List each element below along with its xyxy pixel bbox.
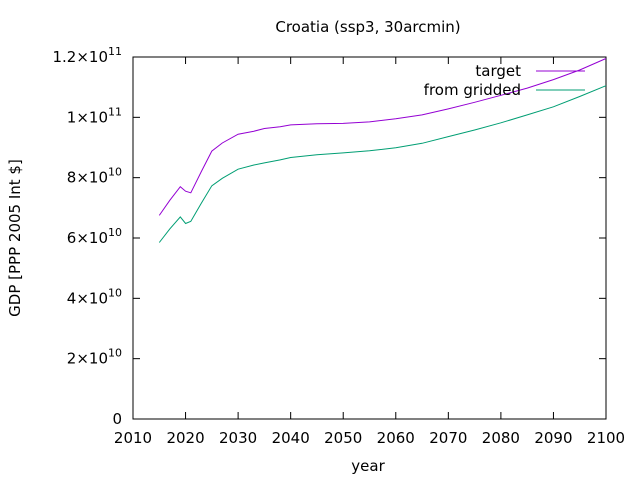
legend-label: from gridded (424, 81, 521, 99)
x-tick-label: 2070 (429, 429, 467, 447)
y-tick-exponent: 10 (108, 166, 122, 179)
x-tick-label: 2030 (219, 429, 257, 447)
y-tick-label: 1.2×1011 (52, 45, 122, 66)
chart-title: Croatia (ssp3, 30arcmin) (275, 18, 460, 36)
y-tick-exponent: 10 (108, 226, 122, 239)
y-tick-exponent: 11 (108, 105, 122, 118)
y-tick-label: 6×1010 (67, 226, 122, 247)
y-tick-label: 2×1010 (67, 347, 122, 368)
y-tick-mantissa: 6×10 (67, 229, 108, 247)
x-tick-label: 2060 (377, 429, 415, 447)
legend-label: target (475, 62, 521, 80)
y-tick-mantissa: 1×10 (67, 108, 108, 126)
y-tick-exponent: 11 (108, 45, 122, 58)
x-tick-label: 2050 (324, 429, 362, 447)
y-tick-mantissa: 0 (112, 410, 122, 428)
plot-frame (132, 56, 607, 420)
x-tick-label: 2080 (482, 429, 520, 447)
y-tick-mantissa: 2×10 (67, 350, 108, 368)
y-axis-label: GDP [PPP 2005 Int $] (6, 159, 24, 317)
y-tick-mantissa: 4×10 (67, 289, 108, 307)
x-tick-label: 2010 (114, 429, 152, 447)
y-tick-mantissa: 8×10 (67, 169, 108, 187)
x-tick-label: 2020 (166, 429, 204, 447)
x-tick-label: 2100 (587, 429, 625, 447)
x-tick-label: 2040 (272, 429, 310, 447)
x-tick-label: 2090 (534, 429, 572, 447)
y-tick-label: 8×1010 (67, 166, 122, 187)
series-layer (158, 58, 607, 243)
y-tick-label: 1×1011 (67, 105, 122, 126)
series-line-target (158, 58, 607, 216)
y-tick-label: 0 (112, 410, 122, 428)
y-tick-label: 4×1010 (67, 286, 122, 307)
y-tick-mantissa: 1.2×10 (52, 48, 108, 66)
y-tick-exponent: 10 (108, 286, 122, 299)
y-tick-exponent: 10 (108, 347, 122, 360)
series-line-from-gridded (158, 85, 607, 243)
x-axis-ticks: 2010 2020 2030 2040 2050 2060 2070 2080 2090 2100 (114, 57, 625, 447)
x-axis-label: year (351, 457, 385, 475)
